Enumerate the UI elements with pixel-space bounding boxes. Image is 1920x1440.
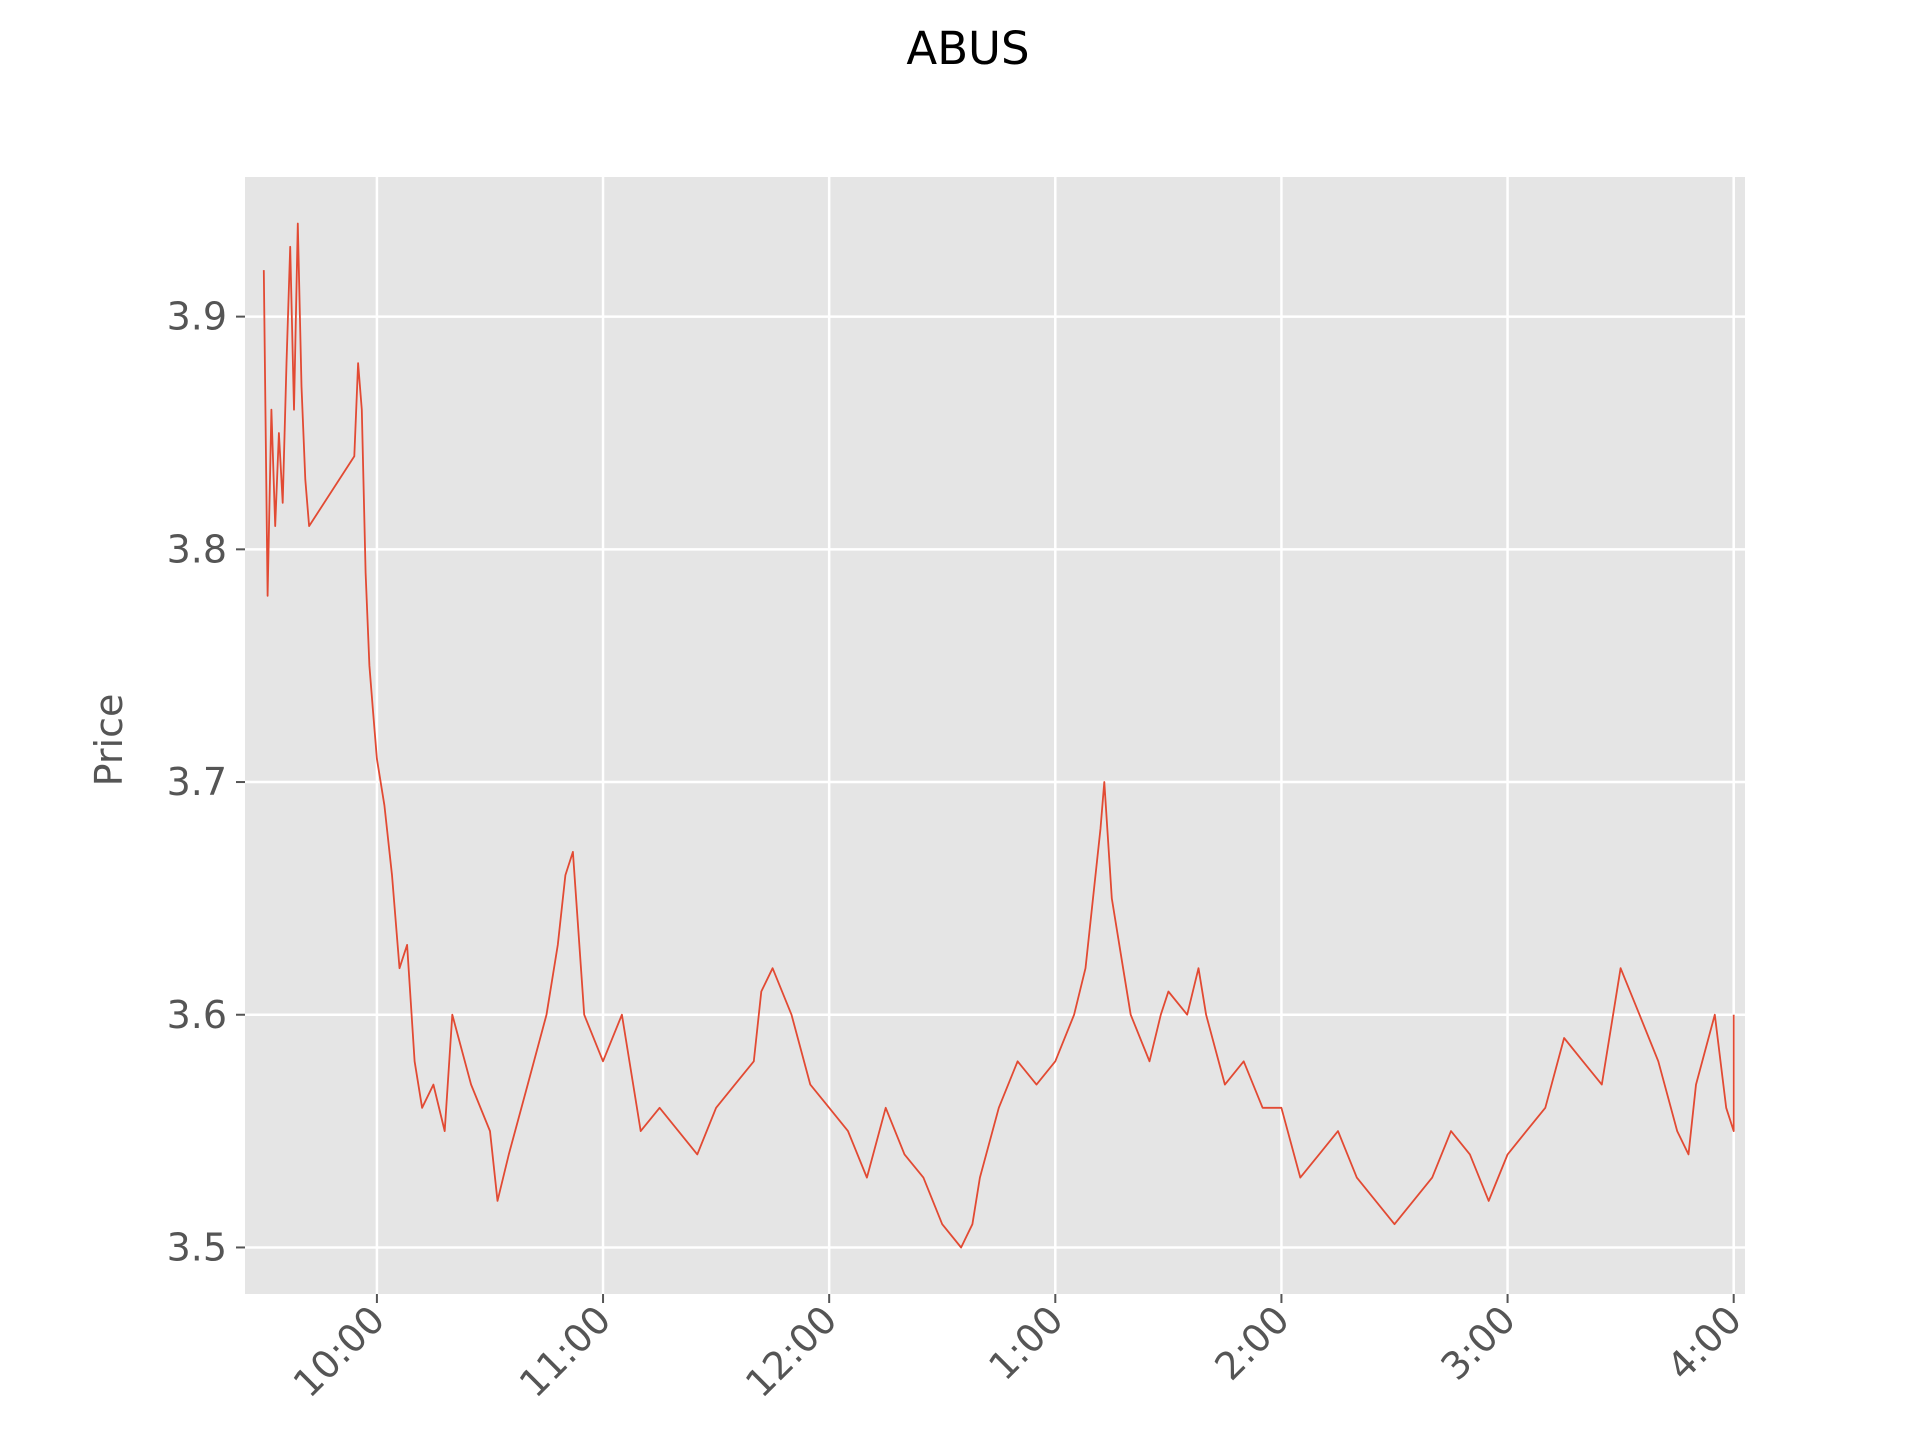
x-tick-label: 10:00 <box>285 1297 394 1406</box>
plot-area <box>245 177 1745 1294</box>
x-tick-label: 1:00 <box>980 1297 1071 1388</box>
y-tick-label: 3.6 <box>167 993 227 1037</box>
y-tick-label: 3.5 <box>167 1225 227 1269</box>
x-tick-label: 4:00 <box>1659 1297 1750 1388</box>
y-axis-label: Price <box>87 694 131 787</box>
x-tick-label: 3:00 <box>1432 1297 1523 1388</box>
chart-title: ABUS <box>906 22 1029 75</box>
price-line <box>262 222 1735 1249</box>
y-tick-label: 3.8 <box>167 527 227 571</box>
x-tick-label: 2:00 <box>1206 1297 1297 1388</box>
x-tick-label: 11:00 <box>511 1297 620 1406</box>
x-tick-label: 12:00 <box>737 1297 846 1406</box>
y-tick-label: 3.7 <box>167 760 227 804</box>
y-tick-label: 3.9 <box>167 295 227 339</box>
